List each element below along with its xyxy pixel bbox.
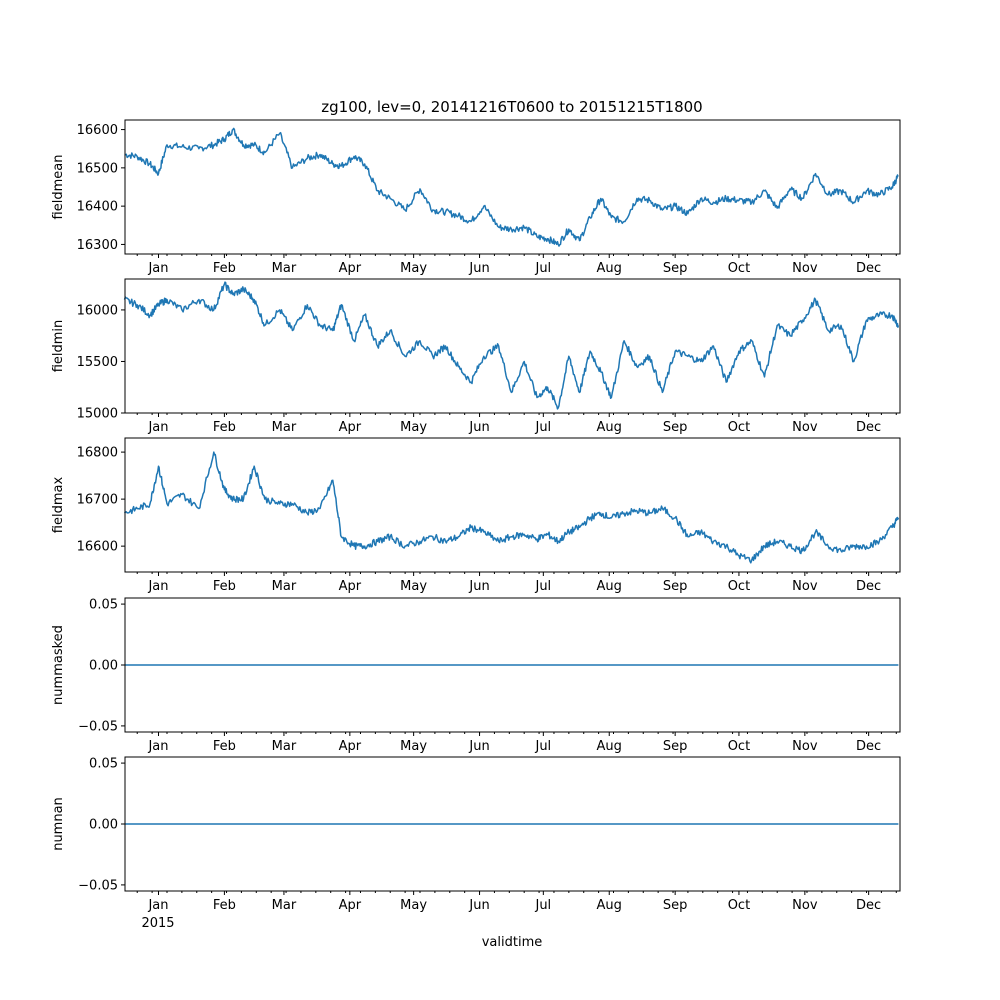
x-tick-label: Sep xyxy=(663,739,688,754)
x-tick-label: Nov xyxy=(792,739,818,754)
series-line-fieldmin xyxy=(123,281,900,410)
x-tick-label: May xyxy=(400,420,427,435)
x-tick-label: Mar xyxy=(272,261,297,276)
x-tick-label: Mar xyxy=(272,898,297,913)
x-tick-label: Nov xyxy=(792,261,818,276)
y-tick-label: 16000 xyxy=(77,303,118,318)
panel-numnan: −0.05 0.00 0.05 Jan Feb Mar Apr May Jun Jul Aug Sep… xyxy=(51,756,901,913)
y-tick-label: −0.05 xyxy=(78,719,118,734)
axes-frame xyxy=(124,597,901,733)
chart-title: zg100, lev=0, 20141216T0600 to 20151215T… xyxy=(321,98,702,116)
x-tick-label: Jun xyxy=(468,739,489,754)
x-tick-label: Jan xyxy=(147,739,168,754)
x-tick-label: Jul xyxy=(534,261,551,276)
x-tick-label: Jan xyxy=(147,420,168,435)
y-axis-label: fieldmean xyxy=(51,155,66,220)
panel-fieldmean: 16300 16400 16500 16600 Jan Feb Mar Apr May Jun Ju… xyxy=(51,119,901,276)
x-tick-label: Aug xyxy=(597,261,622,276)
x-tick-label: Feb xyxy=(213,261,236,276)
y-axis-label: fieldmin xyxy=(51,320,66,373)
x-tick-label: Mar xyxy=(272,420,297,435)
x-tick-label: Dec xyxy=(856,579,881,594)
x-tick-label: Jan xyxy=(147,261,168,276)
panel-nummasked: −0.05 0.00 0.05 Jan Feb Mar Apr May Jun Jul Aug Sep… xyxy=(51,597,901,754)
axes-frame xyxy=(124,119,901,255)
panel-fieldmax: 16600 16700 16800 Jan Feb Mar Apr May Jun Jul Aug S… xyxy=(51,437,901,594)
x-tick-label: Feb xyxy=(213,739,236,754)
panels: 16300 16400 16500 16600 Jan Feb Mar Apr May Jun Ju… xyxy=(51,119,901,913)
x-tick-label: Jan xyxy=(147,898,168,913)
x-tick-label: May xyxy=(400,261,427,276)
x-tick-label: Oct xyxy=(728,420,750,435)
x-tick-label: Mar xyxy=(272,579,297,594)
y-axis-label: numnan xyxy=(51,797,66,851)
x-tick-label: Jul xyxy=(534,739,551,754)
x-axis-label: validtime xyxy=(482,935,543,950)
x-tick-label: Sep xyxy=(663,579,688,594)
y-axis-label: nummasked xyxy=(51,625,66,705)
axes-frame xyxy=(124,437,901,573)
y-axis-label: fieldmax xyxy=(51,477,66,534)
x-tick-label: Sep xyxy=(663,898,688,913)
x-year-label: 2015 xyxy=(141,916,174,931)
y-tick-label: 16600 xyxy=(77,540,118,555)
x-tick-label: Apr xyxy=(339,898,362,913)
x-tick-label: Apr xyxy=(339,261,362,276)
y-tick-label: 16400 xyxy=(77,200,118,215)
x-tick-label: Oct xyxy=(728,739,750,754)
y-tick-label: 16700 xyxy=(77,493,118,508)
x-tick-label: Apr xyxy=(339,420,362,435)
x-tick-label: Oct xyxy=(728,261,750,276)
x-tick-label: Dec xyxy=(856,420,881,435)
x-tick-label: Dec xyxy=(856,898,881,913)
x-tick-label: Nov xyxy=(792,420,818,435)
x-tick-label: Aug xyxy=(597,420,622,435)
y-tick-label: 15500 xyxy=(77,355,118,370)
x-tick-label: Feb xyxy=(213,898,236,913)
y-tick-label: 16800 xyxy=(77,446,118,461)
x-tick-label: Oct xyxy=(728,898,750,913)
x-tick-label: Mar xyxy=(272,739,297,754)
x-tick-label: Jun xyxy=(468,420,489,435)
x-tick-label: Jul xyxy=(534,579,551,594)
x-tick-label: Jul xyxy=(534,420,551,435)
x-tick-label: Nov xyxy=(792,898,818,913)
x-tick-label: Aug xyxy=(597,579,622,594)
axes-frame xyxy=(124,278,901,414)
series-line-fieldmax xyxy=(123,451,900,564)
x-tick-label: Aug xyxy=(597,739,622,754)
x-tick-label: Jan xyxy=(147,579,168,594)
x-tick-label: Feb xyxy=(213,579,236,594)
y-tick-label: 16300 xyxy=(77,238,118,253)
x-tick-label: Feb xyxy=(213,420,236,435)
x-tick-label: Jul xyxy=(534,898,551,913)
y-tick-label: 0.00 xyxy=(89,659,118,674)
panel-fieldmin: 15000 15500 16000 Jan Feb Mar Apr May Jun Jul Aug S… xyxy=(51,278,901,435)
x-tick-label: May xyxy=(400,739,427,754)
x-tick-label: Jun xyxy=(468,898,489,913)
y-tick-label: 0.05 xyxy=(89,598,118,613)
x-tick-label: Apr xyxy=(339,579,362,594)
y-tick-label: 0.00 xyxy=(89,818,118,833)
series-line-fieldmean xyxy=(124,127,899,247)
x-tick-label: May xyxy=(400,898,427,913)
y-tick-label: 15000 xyxy=(77,407,118,422)
x-tick-label: Apr xyxy=(339,739,362,754)
axes-frame xyxy=(124,756,901,892)
y-tick-label: 16600 xyxy=(77,123,118,138)
x-tick-label: Oct xyxy=(728,579,750,594)
x-tick-label: Sep xyxy=(663,261,688,276)
x-tick-label: Dec xyxy=(856,261,881,276)
x-tick-label: Dec xyxy=(856,739,881,754)
y-tick-label: 16500 xyxy=(77,161,118,176)
x-tick-label: Nov xyxy=(792,579,818,594)
x-tick-label: Sep xyxy=(663,420,688,435)
x-tick-label: Aug xyxy=(597,898,622,913)
x-tick-label: May xyxy=(400,579,427,594)
y-tick-label: 0.05 xyxy=(89,757,118,772)
y-tick-label: −0.05 xyxy=(78,878,118,893)
x-tick-label: Jun xyxy=(468,261,489,276)
x-tick-label: Jun xyxy=(468,579,489,594)
